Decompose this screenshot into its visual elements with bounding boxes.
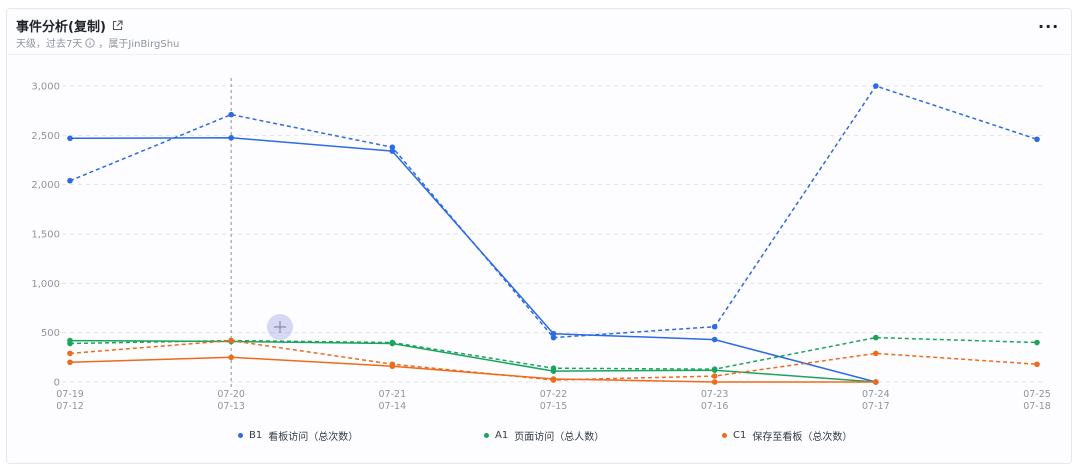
- data-point-b1-current: [389, 148, 396, 154]
- data-point-c1-current: [550, 376, 557, 382]
- legend-code-c1: C1: [733, 430, 747, 441]
- y-tick-label: 2,000: [31, 180, 60, 191]
- chart-title-row: 事件分析(复制): [16, 16, 123, 35]
- data-point-a1-previous: [873, 334, 879, 341]
- x-tick-label-previous: 07-16: [701, 401, 729, 412]
- granularity-label: 天级，过去7天: [16, 39, 83, 50]
- y-tick-label: 1,500: [31, 230, 60, 241]
- data-point-c1-previous: [67, 350, 73, 357]
- external-link-icon[interactable]: [112, 20, 123, 35]
- data-point-b1-previous: [550, 334, 557, 341]
- x-tick-label-current: 07-24: [862, 389, 890, 400]
- data-point-b1-previous: [711, 323, 718, 330]
- data-point-c1-previous: [228, 337, 234, 344]
- data-point-b1-previous: [228, 111, 234, 118]
- data-point-c1-current: [873, 379, 879, 385]
- x-tick-label-current: 07-22: [540, 389, 568, 400]
- info-icon[interactable]: [85, 37, 96, 51]
- header-divider: [8, 54, 1070, 55]
- data-point-b1-current: [550, 330, 557, 337]
- data-point-b1-previous: [389, 144, 396, 150]
- legend-code-b1: B1: [249, 430, 263, 441]
- data-point-b1-current: [228, 135, 234, 141]
- chart-card: [6, 8, 1072, 464]
- x-tick-label-previous: 07-15: [540, 401, 568, 412]
- data-point-a1-current: [389, 340, 396, 347]
- data-point-b1-current: [67, 135, 73, 142]
- more-options-button[interactable]: ···: [1038, 17, 1060, 36]
- data-point-b1-previous: [873, 83, 879, 89]
- data-point-a1-current: [711, 367, 718, 373]
- legend-dot-c1: [722, 433, 727, 438]
- x-tick-label-current: 07-20: [217, 389, 245, 400]
- series-line-c1-previous: [69, 339, 1038, 381]
- series-line-a1-previous: [69, 336, 1038, 370]
- legend-item-b1[interactable]: B1 看板访问（总次数）: [238, 428, 358, 443]
- data-point-c1-previous: [1034, 361, 1040, 368]
- x-tick-label-previous: 07-14: [379, 401, 407, 412]
- x-tick-label-current: 07-23: [701, 389, 729, 400]
- legend-dot-a1: [484, 433, 489, 438]
- y-tick-label: 0: [54, 378, 60, 389]
- x-tick-label-previous: 07-12: [56, 401, 84, 412]
- legend-label-c1: 保存至看板（总次数）: [752, 432, 853, 443]
- crosshair-cursor-icon: [274, 321, 286, 333]
- legend-item-a1[interactable]: A1 页面访问（总人数）: [484, 428, 604, 443]
- series-line-b1-current: [69, 137, 876, 383]
- legend-label-a1: 页面访问（总人数）: [514, 432, 605, 443]
- legend-code-a1: A1: [495, 430, 509, 441]
- data-point-a1-current: [67, 337, 73, 344]
- y-tick-label: 1,000: [31, 279, 60, 290]
- legend-item-c1[interactable]: C1 保存至看板（总次数）: [722, 428, 852, 443]
- x-tick-label-previous: 07-18: [1023, 401, 1051, 412]
- x-tick-label-current: 07-19: [56, 389, 84, 400]
- chart-title: 事件分析(复制): [16, 20, 106, 35]
- legend-label-b1: 看板访问（总次数）: [268, 432, 359, 443]
- data-point-c1-current: [711, 379, 718, 385]
- data-point-c1-current: [389, 363, 396, 370]
- data-point-c1-current: [228, 354, 234, 361]
- y-tick-label: 500: [41, 328, 60, 339]
- series-line-c1-current: [69, 356, 876, 383]
- data-point-b1-current: [711, 336, 718, 343]
- x-tick-label-current: 07-21: [379, 389, 407, 400]
- data-point-c1-previous: [873, 350, 879, 357]
- y-tick-label: 3,000: [31, 82, 60, 93]
- owner-label: ，属于JinBirgShu: [98, 39, 180, 50]
- y-tick-label: 2,500: [31, 131, 60, 142]
- data-point-b1-previous: [67, 177, 73, 184]
- data-point-a1-previous: [1034, 339, 1040, 346]
- chart-subtitle: 天级，过去7天 ，属于JinBirgShu: [16, 35, 179, 51]
- legend-dot-b1: [238, 433, 243, 438]
- x-tick-label-previous: 07-17: [862, 401, 890, 412]
- data-point-c1-current: [67, 359, 73, 366]
- x-tick-label-current: 07-25: [1023, 389, 1051, 400]
- data-point-b1-previous: [1034, 136, 1040, 143]
- series-line-b1-previous: [69, 85, 1038, 339]
- data-point-a1-current: [550, 368, 557, 374]
- x-tick-label-previous: 07-13: [217, 401, 245, 412]
- data-point-c1-previous: [711, 373, 718, 379]
